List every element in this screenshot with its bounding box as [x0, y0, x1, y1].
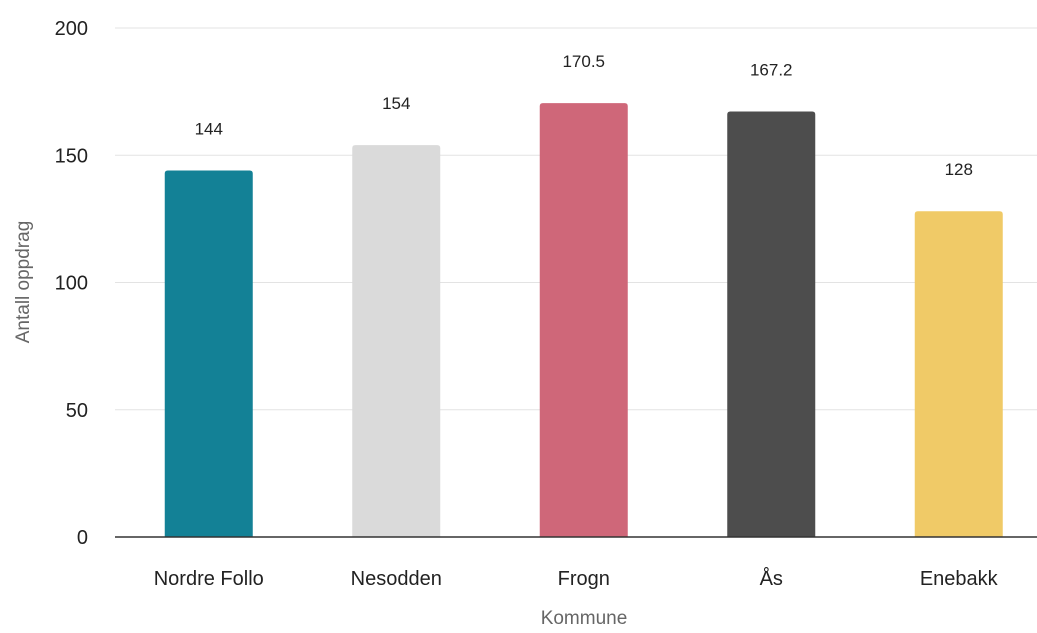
x-axis-categories: Nordre Follo Nesodden Frogn Ås Enebakk [154, 567, 999, 590]
x-tick-label: Enebakk [920, 568, 999, 590]
y-axis-title: Antall oppdrag [13, 221, 34, 344]
y-tick-label: 50 [66, 400, 88, 422]
x-tick-label: Nesodden [351, 568, 442, 590]
bar [352, 145, 441, 537]
x-axis-title: Kommune [541, 608, 628, 628]
data-label: 128 [945, 160, 973, 179]
bar [539, 103, 628, 537]
x-tick-label: Ås [760, 567, 783, 590]
x-tick-label: Nordre Follo [154, 568, 264, 590]
data-label: 167.2 [750, 60, 793, 79]
y-tick-label: 200 [55, 18, 88, 40]
y-tick-label: 150 [55, 145, 88, 167]
data-label: 154 [382, 94, 410, 113]
data-label: 144 [195, 120, 223, 139]
bar [914, 211, 1003, 538]
y-tick-label: 0 [77, 527, 88, 549]
y-axis-ticks: 0 50 100 150 200 [55, 18, 88, 549]
y-tick-label: 100 [55, 273, 88, 295]
bar [727, 111, 816, 537]
bars [164, 103, 1003, 538]
bar [164, 170, 253, 537]
value-labels: 144 154 170.5 167.2 128 [195, 52, 973, 179]
data-label: 170.5 [562, 52, 605, 71]
x-tick-label: Frogn [558, 568, 610, 590]
